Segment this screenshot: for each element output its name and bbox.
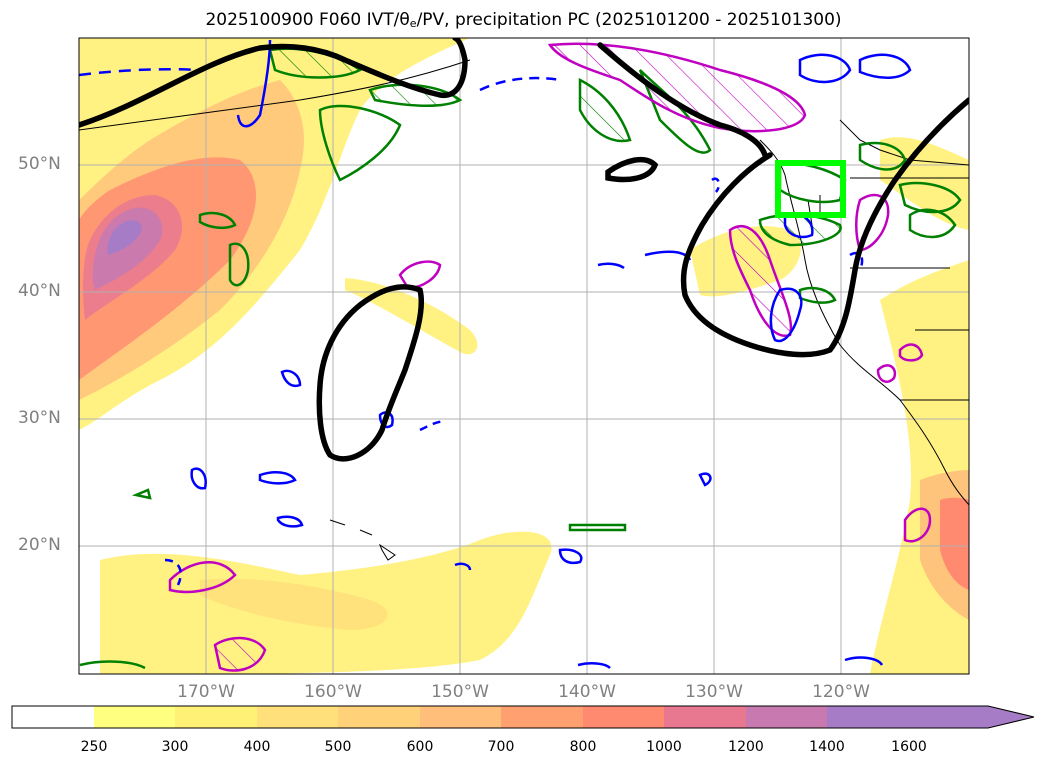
colorbar-label-1000: 1000 [646,739,682,755]
colorbar-seg-3 [257,706,338,728]
theta-e-contours [79,38,969,462]
colorbar-seg-1 [94,706,175,728]
target-region-box [775,160,846,218]
colorbar-label-1400: 1400 [809,739,845,755]
colorbar-label-700: 700 [487,739,515,755]
lon-label-130w: 130°W [685,682,743,702]
alaska-coast [79,59,471,131]
colorbar-label-600: 600 [406,739,434,755]
lon-label-150w: 150°W [431,682,489,702]
colorbar-seg-6 [501,706,583,728]
lat-label-40n: 40°N [18,281,61,301]
coastlines [79,59,969,561]
colorbar-label-300: 300 [161,739,189,755]
colorbar-label-1600: 1600 [891,739,927,755]
colorbar-seg-10 [827,706,909,728]
lon-label-170w: 170°W [177,682,235,702]
lon-label-140w: 140°W [558,682,616,702]
ivt-region-central [345,278,478,355]
lat-label-50n: 50°N [18,154,61,174]
colorbar-label-250: 250 [80,739,108,755]
colorbar [11,705,1035,729]
map-frame [78,37,970,675]
colorbar-label-800: 800 [569,739,597,755]
colorbar-extend-arrow [909,706,1034,728]
colorbar-seg-7 [583,706,664,728]
colorbar-seg-2 [175,706,257,728]
lat-label-20n: 20°N [18,535,61,555]
theta-e-central [316,284,425,462]
colorbar-label-500: 500 [324,739,352,755]
green-contours [79,47,962,670]
magenta-contours [168,42,932,672]
colorbar-label-400: 400 [243,739,271,755]
ivt-shading [79,38,969,674]
colorbar-seg-9 [746,706,827,728]
colorbar-seg-5 [420,706,501,728]
colorbar-seg-4 [338,706,420,728]
colorbar-seg-8 [664,706,746,728]
colorbar-seg-0 [12,706,94,728]
map-title: 2025100900 F060 IVT/θe/PV, precipitation… [205,10,842,30]
theta-e-north [79,38,468,128]
colorbar-label-1200: 1200 [728,739,764,755]
lat-label-30n: 30°N [18,408,61,428]
theta-e-east [680,97,969,358]
lon-label-120w: 120°W [812,682,870,702]
north-america-coast [759,139,969,506]
hawaii [329,519,396,561]
lon-label-160w: 160°W [304,682,362,702]
